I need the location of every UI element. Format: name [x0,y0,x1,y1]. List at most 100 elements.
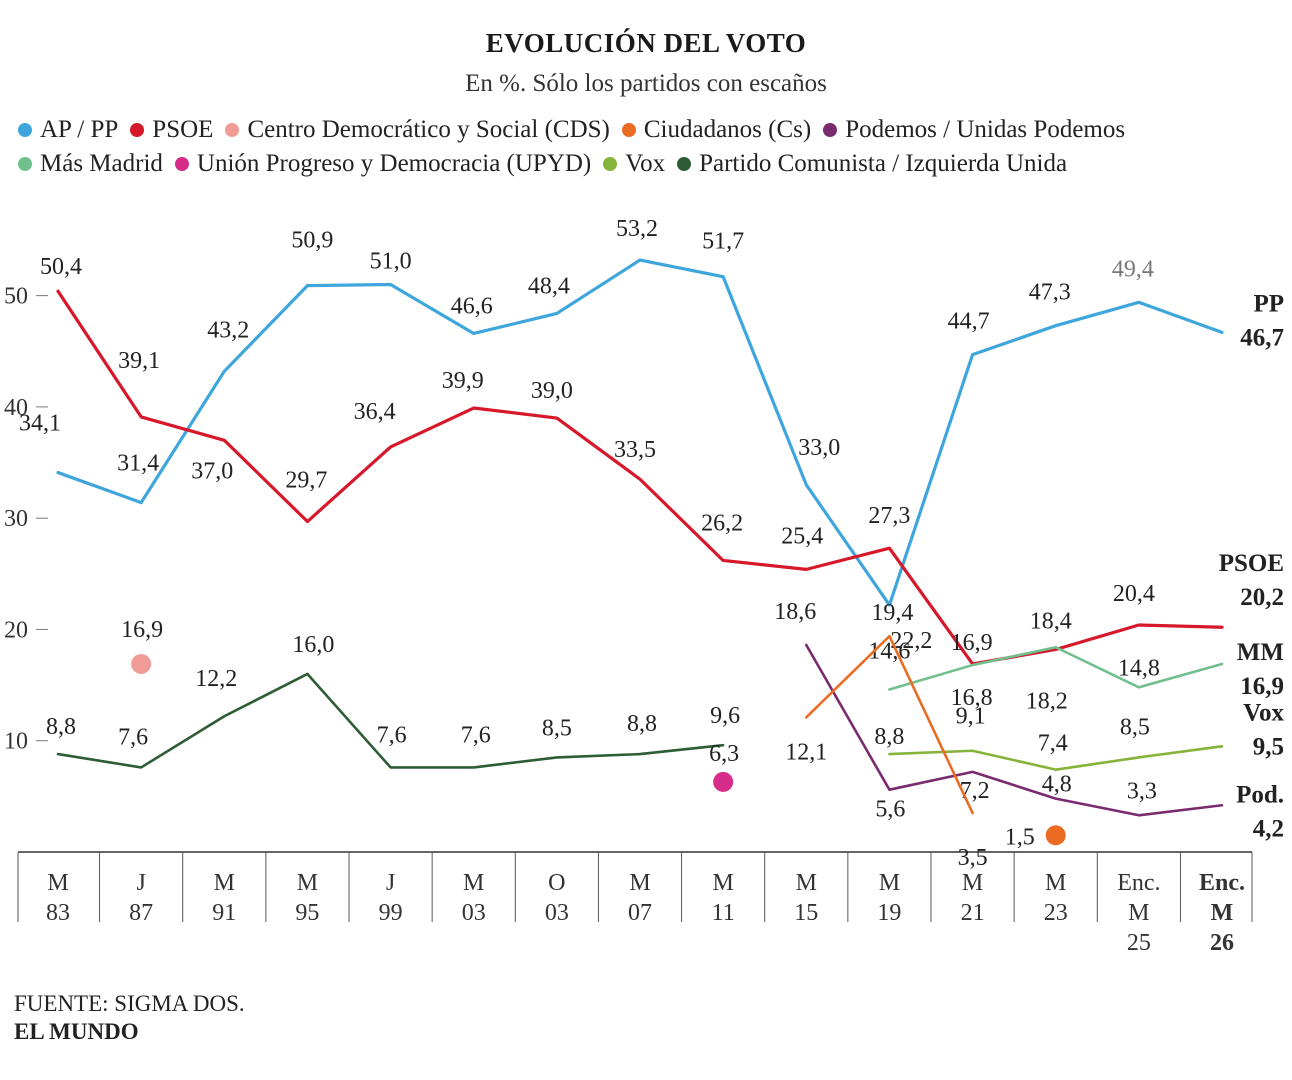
x-tick-label: 15 [794,900,818,926]
data-label: 51,7 [702,229,744,255]
legend-item: PSOE [130,116,213,144]
x-tick-label: M [712,870,733,896]
x-tick-label: 21 [961,900,985,926]
data-label: 14,8 [1118,655,1160,681]
source-text: FUENTE: SIGMA DOS. [14,991,245,1016]
legend-swatch [174,157,189,171]
series-line [804,634,974,815]
x-tick-label: 99 [379,900,403,926]
y-tick-label: 30 [4,506,28,532]
point-marker [131,653,152,674]
source-footer: FUENTE: SIGMA DOS. EL MUNDO [14,990,245,1046]
legend-item: Ciudadanos (Cs) [621,116,812,144]
x-tick-label: 26 [1210,930,1234,956]
legend-label: Centro Democrático y Social (CDS) [247,116,610,143]
data-label: 8,8 [46,714,76,740]
x-tick-label: Enc. [1199,870,1245,896]
data-label: 36,4 [354,399,396,425]
legend-label: AP / PP [40,116,119,143]
data-label: 7,6 [377,722,407,748]
legend-swatch [18,157,32,171]
data-label: 8,8 [874,724,904,750]
x-tick-label: 23 [1044,900,1068,926]
data-label: 6,3 [709,741,739,767]
x-tick-label: M [796,870,817,896]
x-tick-label: M [1211,900,1234,926]
data-label: 16,9 [121,617,163,643]
x-tick-label: 91 [212,900,236,926]
line-chart: 10 20 30 40 50 M 83 J 87 M 91 M 95 J 99 M 03 O 03 M 07 M 11 M 15… [4,216,1284,956]
data-label: 26,2 [701,510,743,536]
series-line [56,258,1224,607]
x-tick-label: 87 [129,900,153,926]
data-label: 50,9 [291,228,333,254]
legend-item: Centro Democrático y Social (CDS) [225,116,610,144]
data-label: 39,9 [442,368,484,394]
data-label: 8,5 [1120,714,1150,740]
end-label-value: 16,9 [1240,673,1284,700]
x-tick-label: 25 [1127,930,1151,956]
data-label: 3,5 [958,845,988,871]
data-label: 22,2 [890,628,932,654]
x-tick-label: M [297,870,318,896]
legend-row: AP / PP PSOE Centro Democrático y Social (… [18,113,1288,147]
data-label: 25,4 [781,523,823,549]
series-line [56,672,725,769]
brand-name: EL MUNDO [14,1019,139,1044]
x-tick-label: M [1128,900,1149,926]
data-label: 20,4 [1113,581,1155,607]
data-label: 33,5 [614,437,656,463]
x-tick-label: M [214,870,235,896]
legend-item: Podemos / Unidas Podemos [823,116,1125,144]
data-label: 29,7 [285,468,327,494]
x-tick-label: M [463,870,484,896]
legend-label: Ciudadanos (Cs) [643,116,812,143]
data-label: 8,8 [627,711,657,737]
data-label: 18,2 [1026,688,1068,714]
data-label: 44,7 [948,309,990,335]
data-label: 46,6 [451,293,493,319]
legend-swatch [225,123,240,137]
legend-label: Más Madrid [40,150,163,177]
x-tick-label: M [962,870,983,896]
legend-swatch [18,123,32,137]
x-tick-label: M [629,870,650,896]
x-tick-label: 83 [46,900,70,926]
x-tick-label: 95 [295,900,319,926]
legend-label: Partido Comunista / Izquierda Unida [699,150,1068,177]
data-label: 7,6 [118,724,148,750]
data-label: 50,4 [40,254,82,280]
y-tick-label: 10 [4,729,28,755]
legend-row: Más Madrid Unión Progreso y Democracia (U… [18,147,1288,181]
legend-item: Partido Comunista / Izquierda Unida [677,150,1067,178]
y-tick-label: 50 [4,284,28,310]
data-label: 7,4 [1038,731,1068,757]
data-label: 1,5 [1005,824,1035,850]
data-label: 3,3 [1127,778,1157,804]
data-label: 8,5 [542,715,572,741]
legend-item: AP / PP [18,116,118,144]
legend-item: Unión Progreso y Democracia (UPYD) [174,150,592,178]
data-label: 4,8 [1042,772,1072,798]
legend-label: Unión Progreso y Democracia (UPYD) [196,150,592,177]
data-label: 9,6 [710,703,740,729]
x-tick-label: 19 [877,900,901,926]
x-tick-label: M [879,870,900,896]
legend-item: Vox [603,150,665,178]
end-label-name: Vox [1243,699,1284,726]
data-label: 16,8 [951,685,993,711]
end-label-value: 20,2 [1240,584,1284,611]
legend-item: Más Madrid [18,150,163,178]
data-label: 7,2 [960,778,990,804]
legend-swatch [603,157,618,171]
data-label: 33,0 [798,435,840,461]
end-label-name: Pod. [1236,781,1284,808]
legend-swatch [130,123,145,137]
legend-label: Podemos / Unidas Podemos [845,116,1126,143]
x-tick-label: Enc. [1117,870,1160,896]
end-label-name: PSOE [1219,550,1284,577]
data-label: 39,0 [531,378,573,404]
data-label: 5,6 [875,797,905,823]
x-tick-label: J [136,870,145,896]
data-label: 48,4 [528,273,570,299]
